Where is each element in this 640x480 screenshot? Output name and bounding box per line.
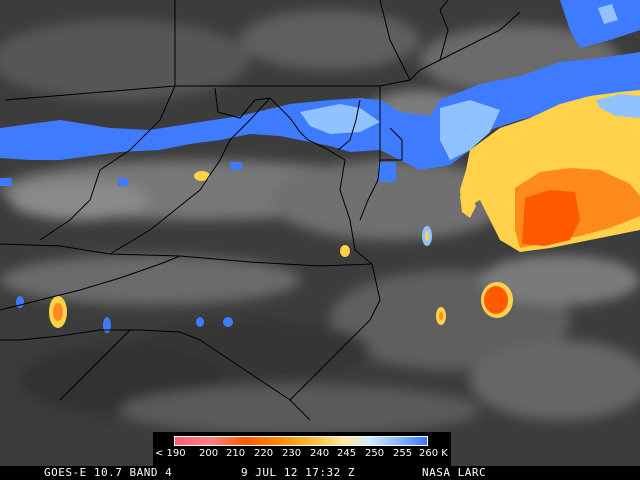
- legend-label: 200: [199, 448, 219, 459]
- legend-label: 230: [282, 448, 302, 459]
- state-boundaries: [0, 0, 521, 421]
- datetime-label: 9 JUL 12 17:32 Z: [241, 466, 355, 479]
- legend-label: < 190: [155, 448, 186, 459]
- legend-color-bar: [174, 436, 428, 446]
- image-footer: GOES-E 10.7 BAND 4 9 JUL 12 17:32 Z NASA…: [0, 466, 640, 480]
- legend-label: 220: [254, 448, 274, 459]
- temperature-legend: < 190 200 210 220 230 240 245 250 255 26…: [153, 432, 451, 466]
- legend-labels: < 190 200 210 220 230 240 245 250 255 26…: [153, 448, 451, 462]
- satellite-band-label: GOES-E 10.7 BAND 4: [44, 466, 173, 479]
- legend-label: 245: [337, 448, 357, 459]
- legend-label: 255: [393, 448, 413, 459]
- legend-label: 240: [310, 448, 330, 459]
- legend-label: 250: [365, 448, 385, 459]
- storm-complex: [16, 90, 640, 333]
- credit-label: NASA LARC: [422, 466, 487, 479]
- cold-cloud-band: [0, 0, 640, 186]
- legend-label: 260 K: [419, 448, 448, 459]
- legend-label: 210: [226, 448, 246, 459]
